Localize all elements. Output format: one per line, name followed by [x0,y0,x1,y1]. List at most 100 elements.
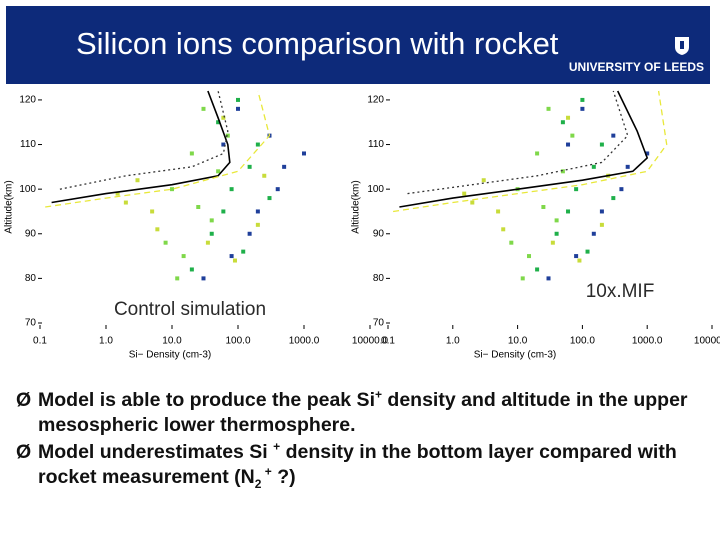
bullet-marker: Ø [16,441,32,463]
data-point [570,133,575,138]
y-tick-label: 80 [25,273,37,284]
data-point [135,178,140,183]
y-axis-label: Altitude(km) [4,180,15,233]
data-point [501,227,506,232]
x-tick-label: 100.0 [225,336,250,347]
data-point [574,187,579,192]
data-point [201,106,206,111]
bullet-sup: + [261,464,272,479]
x-tick-label: 10000.0 [694,336,720,347]
slide-title: Silicon ions comparison with rocket [76,26,559,61]
data-point [302,151,306,156]
data-point [591,231,596,236]
data-point [209,231,214,236]
annotation: 10x.MIF [586,281,655,302]
data-point [535,267,540,272]
model-line [45,90,271,208]
data-point [255,142,260,147]
x-tick-label: 1.0 [99,336,113,347]
x-tick-label: 10000.0 [352,336,389,347]
data-point [163,240,168,245]
bullet-marker: Ø [16,389,32,411]
data-point [546,106,551,111]
data-point [115,191,120,196]
data-point [585,249,590,254]
data-point [645,151,650,156]
model-line [393,90,668,213]
data-point [221,209,226,214]
annotation: Control simulation [114,299,266,320]
data-point [509,240,514,245]
x-tick-label: 10.0 [162,336,182,347]
data-point [221,142,226,147]
y-tick-label: 110 [20,139,36,150]
y-axis-label: Altitude(km) [351,180,362,233]
data-point [566,142,571,147]
y-tick-label: 70 [373,318,385,329]
bullet: Ø Model underestimates Si + density in t… [16,440,706,490]
data-point [255,209,260,214]
logo-shield [675,37,689,55]
data-point [496,209,501,214]
x-axis-label: Si− Density (cm-3) [474,350,557,361]
data-point [541,205,546,209]
data-point [150,209,155,214]
data-point [591,164,596,169]
data-point [201,276,206,281]
data-point [247,231,252,236]
model-line [407,90,629,195]
data-point [625,164,630,169]
data-point [599,222,604,227]
data-point [580,106,585,111]
data-point [232,258,237,263]
bullet-text: Model underestimates Si [38,441,274,463]
bullet-sub: 2 [254,476,262,491]
x-tick-label: 0.1 [381,336,395,347]
data-point [170,187,174,192]
model-line [399,90,649,208]
data-point [520,276,525,281]
x-tick-label: 10.0 [508,336,528,347]
data-point [216,120,221,125]
data-point [550,240,555,245]
data-point [196,205,201,209]
charts: 0.1 1.0 10.0 100.0 1000.0 10000.0 70 80 90 100 110… [4,90,720,361]
data-point [611,196,616,201]
y-tick-label: 100 [19,184,36,195]
data-point [181,254,186,259]
data-point [554,231,559,236]
bullet-text: ?) [271,466,296,488]
data-point [554,218,559,223]
x-tick-label: 1000.0 [289,336,320,347]
data-point [225,133,230,138]
x-tick-label: 1000.0 [632,336,663,347]
x-tick-label: 1.0 [446,336,460,347]
data-point [216,169,221,174]
data-point [236,106,240,111]
x-axis-label: Si− Density (cm-3) [129,350,212,361]
data-point [527,254,532,259]
data-point [123,200,128,205]
data-point [262,173,267,178]
data-point [599,142,604,147]
data-point [462,191,467,196]
bullet-text: density and altitude in the upper mesosp… [38,389,688,436]
data-point [560,169,565,174]
model-line [59,90,229,190]
data-point [221,115,226,120]
data-point [267,196,272,201]
x-tick-label: 100.0 [570,336,595,347]
bullet-sup: + [374,387,382,402]
bullet-list: Ø Model is able to produce the peak Si+ d… [16,388,706,492]
y-tick-label: 90 [373,228,385,239]
data-point [481,178,486,183]
data-point [470,200,475,205]
header-bar: Silicon ions comparison with rocket UNIV… [6,6,710,84]
data-point [175,276,180,281]
data-point [535,151,540,156]
data-point [205,240,210,245]
bullet-text: Model is able to produce the peak Si [38,389,375,411]
y-tick-label: 120 [19,95,36,106]
bullet-sup: + [273,439,281,454]
